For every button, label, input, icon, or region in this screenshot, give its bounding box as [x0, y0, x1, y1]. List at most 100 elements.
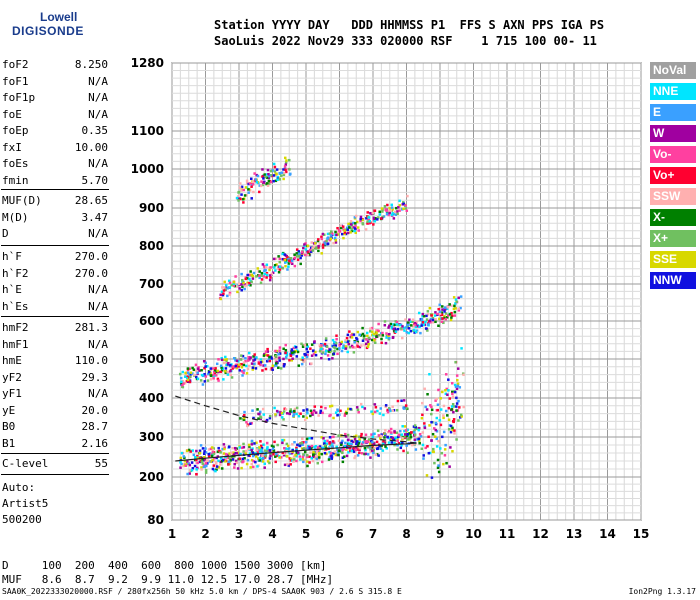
echo-point: [423, 422, 426, 425]
echo-point: [396, 435, 400, 439]
echo-point: [232, 280, 236, 284]
echo-point: [219, 293, 222, 297]
echo-point: [462, 405, 465, 409]
y-tick-label: 1100: [131, 124, 164, 138]
echo-point: [277, 353, 280, 356]
echo-point: [339, 409, 342, 413]
echo-point: [217, 446, 220, 450]
echo-point: [427, 435, 430, 439]
echo-point: [353, 226, 356, 229]
echo-point: [304, 418, 307, 422]
y-tick-label: 600: [139, 314, 164, 328]
echo-point: [369, 442, 372, 446]
echo-point: [263, 364, 267, 367]
echo-point: [191, 366, 194, 370]
echo-point: [343, 232, 346, 236]
divider: [1, 189, 109, 190]
echo-point: [311, 410, 315, 414]
echo-point: [289, 261, 293, 264]
echo-point: [442, 321, 445, 325]
echo-point: [313, 405, 317, 408]
echo-point: [437, 470, 441, 474]
echo-point: [273, 406, 276, 410]
echo-point: [256, 451, 259, 454]
echo-point: [278, 265, 282, 269]
echo-point: [429, 320, 432, 324]
echo-point: [459, 413, 463, 417]
echo-point: [196, 454, 199, 458]
echo-point: [294, 346, 298, 349]
echo-point: [393, 441, 396, 445]
echo-point: [415, 320, 418, 324]
echo-point: [325, 239, 328, 243]
echo-point: [263, 352, 266, 356]
echo-point: [426, 310, 430, 313]
echo-point: [303, 343, 307, 347]
echo-point: [422, 454, 425, 457]
echo-point: [204, 462, 208, 465]
echo-point: [366, 334, 369, 338]
echo-point: [199, 379, 203, 382]
echo-point: [320, 347, 323, 351]
echo-point: [204, 471, 208, 474]
echo-point: [416, 325, 420, 328]
echo-point: [399, 429, 402, 433]
echo-point: [402, 207, 405, 211]
echo-point: [374, 406, 378, 409]
param-value: 3.47: [81, 210, 109, 224]
echo-point: [406, 438, 409, 441]
echo-point: [347, 438, 350, 442]
echo-point: [455, 409, 458, 412]
param-name: yE: [2, 403, 16, 417]
echo-point: [450, 304, 453, 307]
echo-point: [242, 363, 246, 367]
echo-point: [359, 435, 363, 438]
echo-point: [409, 320, 413, 324]
echo-point: [375, 440, 379, 444]
echo-point: [355, 440, 359, 444]
echo-point: [454, 385, 458, 389]
echo-point: [223, 370, 227, 373]
echo-point: [268, 357, 271, 360]
echo-point: [316, 246, 320, 249]
echo-point: [217, 379, 220, 382]
echo-point: [340, 443, 343, 447]
echo-point: [392, 438, 396, 441]
echo-point: [437, 324, 440, 328]
echo-point: [285, 412, 289, 415]
echo-point: [216, 455, 220, 458]
echo-point: [228, 293, 231, 296]
echo-point: [306, 345, 309, 348]
echo-point: [379, 407, 383, 410]
echo-point: [365, 331, 369, 335]
echo-point: [237, 199, 240, 202]
echo-point: [454, 360, 457, 364]
echo-point: [222, 452, 226, 455]
echo-point: [390, 203, 394, 207]
echo-point: [394, 213, 398, 217]
auto-line3: 500200: [2, 513, 42, 526]
echo-point: [453, 390, 457, 394]
echo-point: [242, 281, 245, 285]
echo-point: [380, 207, 384, 210]
echo-point: [383, 320, 387, 323]
echo-point: [295, 451, 299, 455]
echo-point: [306, 350, 310, 354]
echo-point: [258, 459, 262, 462]
divider: [1, 453, 109, 454]
echo-point: [303, 244, 306, 248]
echo-point: [188, 463, 192, 467]
echo-point: [268, 268, 271, 272]
echo-point: [300, 441, 303, 445]
echo-point: [268, 274, 272, 277]
echo-point: [268, 449, 272, 452]
echo-point: [455, 402, 459, 405]
echo-point: [332, 241, 335, 245]
echo-point: [442, 404, 446, 408]
echo-point: [259, 448, 263, 451]
echo-point: [455, 387, 459, 391]
x-tick-label: 5: [302, 527, 310, 541]
y-tick-label: 500: [139, 352, 164, 366]
echo-point: [265, 173, 269, 176]
echo-point: [210, 446, 214, 449]
